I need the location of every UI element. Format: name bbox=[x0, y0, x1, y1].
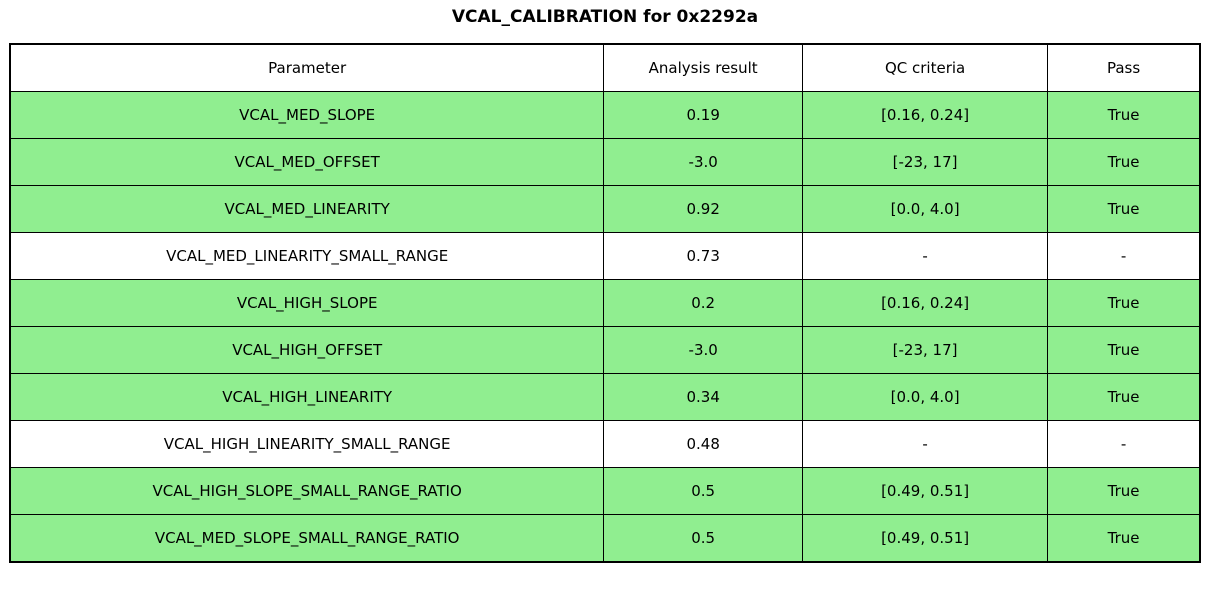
table-row: VCAL_MED_OFFSET -3.0 [-23, 17] True bbox=[9, 138, 1201, 186]
pass-cell: True bbox=[1047, 373, 1201, 421]
analysis-result-cell: 0.5 bbox=[603, 467, 804, 515]
table-row: VCAL_HIGH_OFFSET -3.0 [-23, 17] True bbox=[9, 326, 1201, 374]
page-title: VCAL_CALIBRATION for 0x2292a bbox=[451, 7, 759, 27]
analysis-result-cell: 0.19 bbox=[603, 91, 804, 139]
qc-criteria-table: Parameter Analysis result QC criteria Pa… bbox=[9, 43, 1201, 563]
pass-cell: True bbox=[1047, 91, 1201, 139]
table-row: VCAL_MED_SLOPE_SMALL_RANGE_RATIO 0.5 [0.49… bbox=[9, 514, 1201, 563]
qc-criteria-cell: - bbox=[802, 420, 1049, 468]
pass-cell: True bbox=[1047, 514, 1201, 563]
column-header-parameter: Parameter bbox=[9, 43, 605, 92]
pass-cell: - bbox=[1047, 420, 1201, 468]
column-header-pass: Pass bbox=[1047, 43, 1201, 92]
pass-cell: - bbox=[1047, 232, 1201, 280]
pass-cell: True bbox=[1047, 467, 1201, 515]
qc-criteria-cell: [0.16, 0.24] bbox=[802, 91, 1049, 139]
analysis-result-cell: 0.2 bbox=[603, 279, 804, 327]
analysis-result-cell: 0.48 bbox=[603, 420, 804, 468]
table-row: VCAL_HIGH_LINEARITY_SMALL_RANGE 0.48- - bbox=[9, 420, 1201, 468]
table-header-row: Parameter Analysis result QC criteria Pa… bbox=[9, 43, 1201, 92]
qc-criteria-cell: [0.0, 4.0] bbox=[802, 185, 1049, 233]
pass-cell: True bbox=[1047, 326, 1201, 374]
parameter-cell: VCAL_MED_SLOPE bbox=[9, 91, 605, 139]
analysis-result-cell: -3.0 bbox=[603, 326, 804, 374]
column-header-analysis-result: Analysis result bbox=[603, 43, 804, 92]
pass-cell: True bbox=[1047, 185, 1201, 233]
parameter-cell: VCAL_HIGH_LINEARITY bbox=[9, 373, 605, 421]
parameter-cell: VCAL_MED_SLOPE_SMALL_RANGE_RATIO bbox=[9, 514, 605, 563]
table-row: VCAL_MED_LINEARITY 0.92 [0.0, 4.0] True bbox=[9, 185, 1201, 233]
qc-criteria-cell: [0.16, 0.24] bbox=[802, 279, 1049, 327]
analysis-result-cell: 0.34 bbox=[603, 373, 804, 421]
parameter-cell: VCAL_HIGH_SLOPE_SMALL_RANGE_RATIO bbox=[9, 467, 605, 515]
parameter-cell: VCAL_HIGH_SLOPE bbox=[9, 279, 605, 327]
table-row: VCAL_HIGH_SLOPE 0.2 [0.16, 0.24] True bbox=[9, 279, 1201, 327]
qc-criteria-cell: [-23, 17] bbox=[802, 138, 1049, 186]
analysis-result-cell: 0.5 bbox=[603, 514, 804, 563]
parameter-cell: VCAL_HIGH_OFFSET bbox=[9, 326, 605, 374]
table-row: VCAL_HIGH_SLOPE_SMALL_RANGE_RATIO 0.5 [0.4… bbox=[9, 467, 1201, 515]
parameter-cell: VCAL_MED_OFFSET bbox=[9, 138, 605, 186]
parameter-cell: VCAL_MED_LINEARITY bbox=[9, 185, 605, 233]
analysis-result-cell: 0.92 bbox=[603, 185, 804, 233]
parameter-cell: VCAL_MED_LINEARITY_SMALL_RANGE bbox=[9, 232, 605, 280]
pass-cell: True bbox=[1047, 138, 1201, 186]
analysis-result-cell: 0.73 bbox=[603, 232, 804, 280]
qc-criteria-cell: [0.49, 0.51] bbox=[802, 467, 1049, 515]
analysis-result-cell: -3.0 bbox=[603, 138, 804, 186]
pass-cell: True bbox=[1047, 279, 1201, 327]
table-body: VCAL_MED_SLOPE 0.19 [0.16, 0.24] True VCAL_M… bbox=[9, 91, 1201, 563]
qc-criteria-cell: [0.49, 0.51] bbox=[802, 514, 1049, 563]
parameter-cell: VCAL_HIGH_LINEARITY_SMALL_RANGE bbox=[9, 420, 605, 468]
table-row: VCAL_MED_LINEARITY_SMALL_RANGE 0.73- - bbox=[9, 232, 1201, 280]
table-row: VCAL_HIGH_LINEARITY 0.34 [0.0, 4.0] True bbox=[9, 373, 1201, 421]
qc-criteria-cell: [-23, 17] bbox=[802, 326, 1049, 374]
table-row: VCAL_MED_SLOPE 0.19 [0.16, 0.24] True bbox=[9, 91, 1201, 139]
column-header-qc-criteria: QC criteria bbox=[802, 43, 1049, 92]
qc-criteria-cell: - bbox=[802, 232, 1049, 280]
qc-criteria-cell: [0.0, 4.0] bbox=[802, 373, 1049, 421]
